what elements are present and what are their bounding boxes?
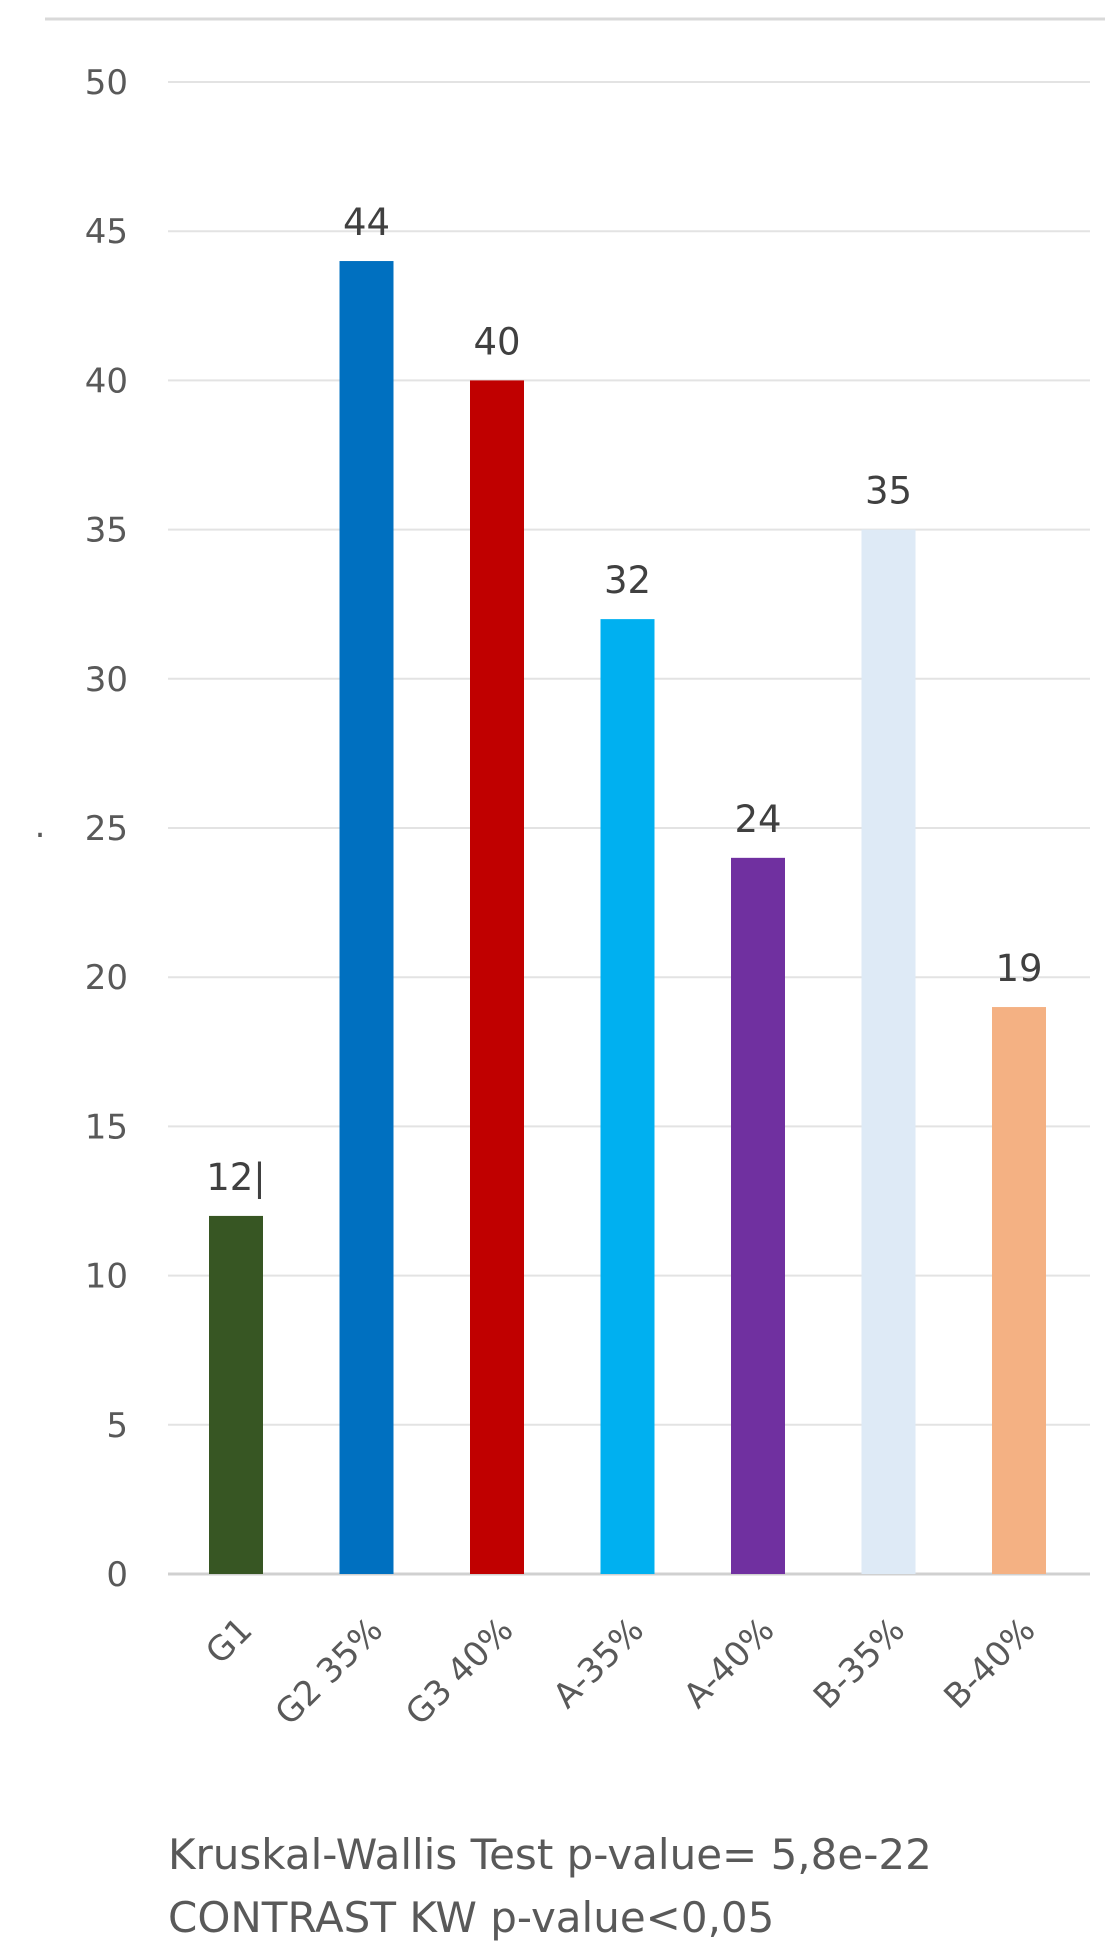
- y-tick-label: 20: [85, 958, 128, 998]
- x-tick-label: G3 40%: [398, 1610, 521, 1733]
- bars: [209, 261, 1046, 1574]
- bar: [209, 1215, 263, 1574]
- bar: [992, 1007, 1046, 1574]
- data-label: 24: [734, 798, 781, 841]
- x-tick-label: A-40%: [676, 1610, 782, 1716]
- y-tick-label: 0: [106, 1555, 128, 1595]
- y-tick-label: 40: [85, 361, 128, 401]
- y-tick-label: 50: [85, 63, 128, 103]
- data-label: 35: [865, 470, 912, 513]
- y-tick-label: 25: [85, 809, 128, 849]
- y-tick-label: 45: [85, 212, 128, 252]
- y-tick-label: 5: [106, 1406, 128, 1446]
- y-tick-label: 35: [85, 511, 128, 551]
- contrast-note: CONTRAST KW p-value<0,05: [168, 1893, 775, 1942]
- x-tick-label: G2 35%: [268, 1610, 391, 1733]
- y-tick-label: 30: [85, 660, 128, 700]
- y-axis-ticks: 0 5 10 15 20 25 30 35 40 45 50: [85, 63, 128, 1595]
- data-label: 12|: [206, 1156, 266, 1199]
- data-label: 19: [995, 947, 1042, 990]
- bar: [339, 261, 394, 1574]
- x-tick-label: G1: [198, 1610, 260, 1672]
- x-tick-label: B-35%: [806, 1610, 913, 1717]
- x-axis-labels: G1 G2 35% G3 40% A-35% A-40% B-35% B-40%: [198, 1610, 1043, 1733]
- y-axis-marker: .: [35, 806, 46, 846]
- bar-chart: . 0 5 10 15 20 25 30 35 40 45 50 12| 44 40 32 24 35 19 G…: [35, 17, 1105, 1733]
- bar: [470, 380, 524, 1574]
- x-tick-label: B-40%: [936, 1610, 1043, 1717]
- y-tick-label: 10: [85, 1257, 128, 1297]
- bar: [600, 619, 655, 1574]
- bar: [861, 529, 916, 1574]
- data-label: 32: [604, 559, 651, 602]
- y-tick-label: 15: [85, 1107, 128, 1147]
- data-label: 44: [343, 201, 390, 244]
- kruskal-wallis-note: Kruskal-Wallis Test p-value= 5,8e-22: [168, 1830, 932, 1879]
- data-labels: 12| 44 40 32 24 35 19: [206, 201, 1042, 1199]
- bar: [731, 857, 785, 1574]
- data-label: 40: [473, 320, 520, 363]
- x-tick-label: A-35%: [546, 1610, 652, 1716]
